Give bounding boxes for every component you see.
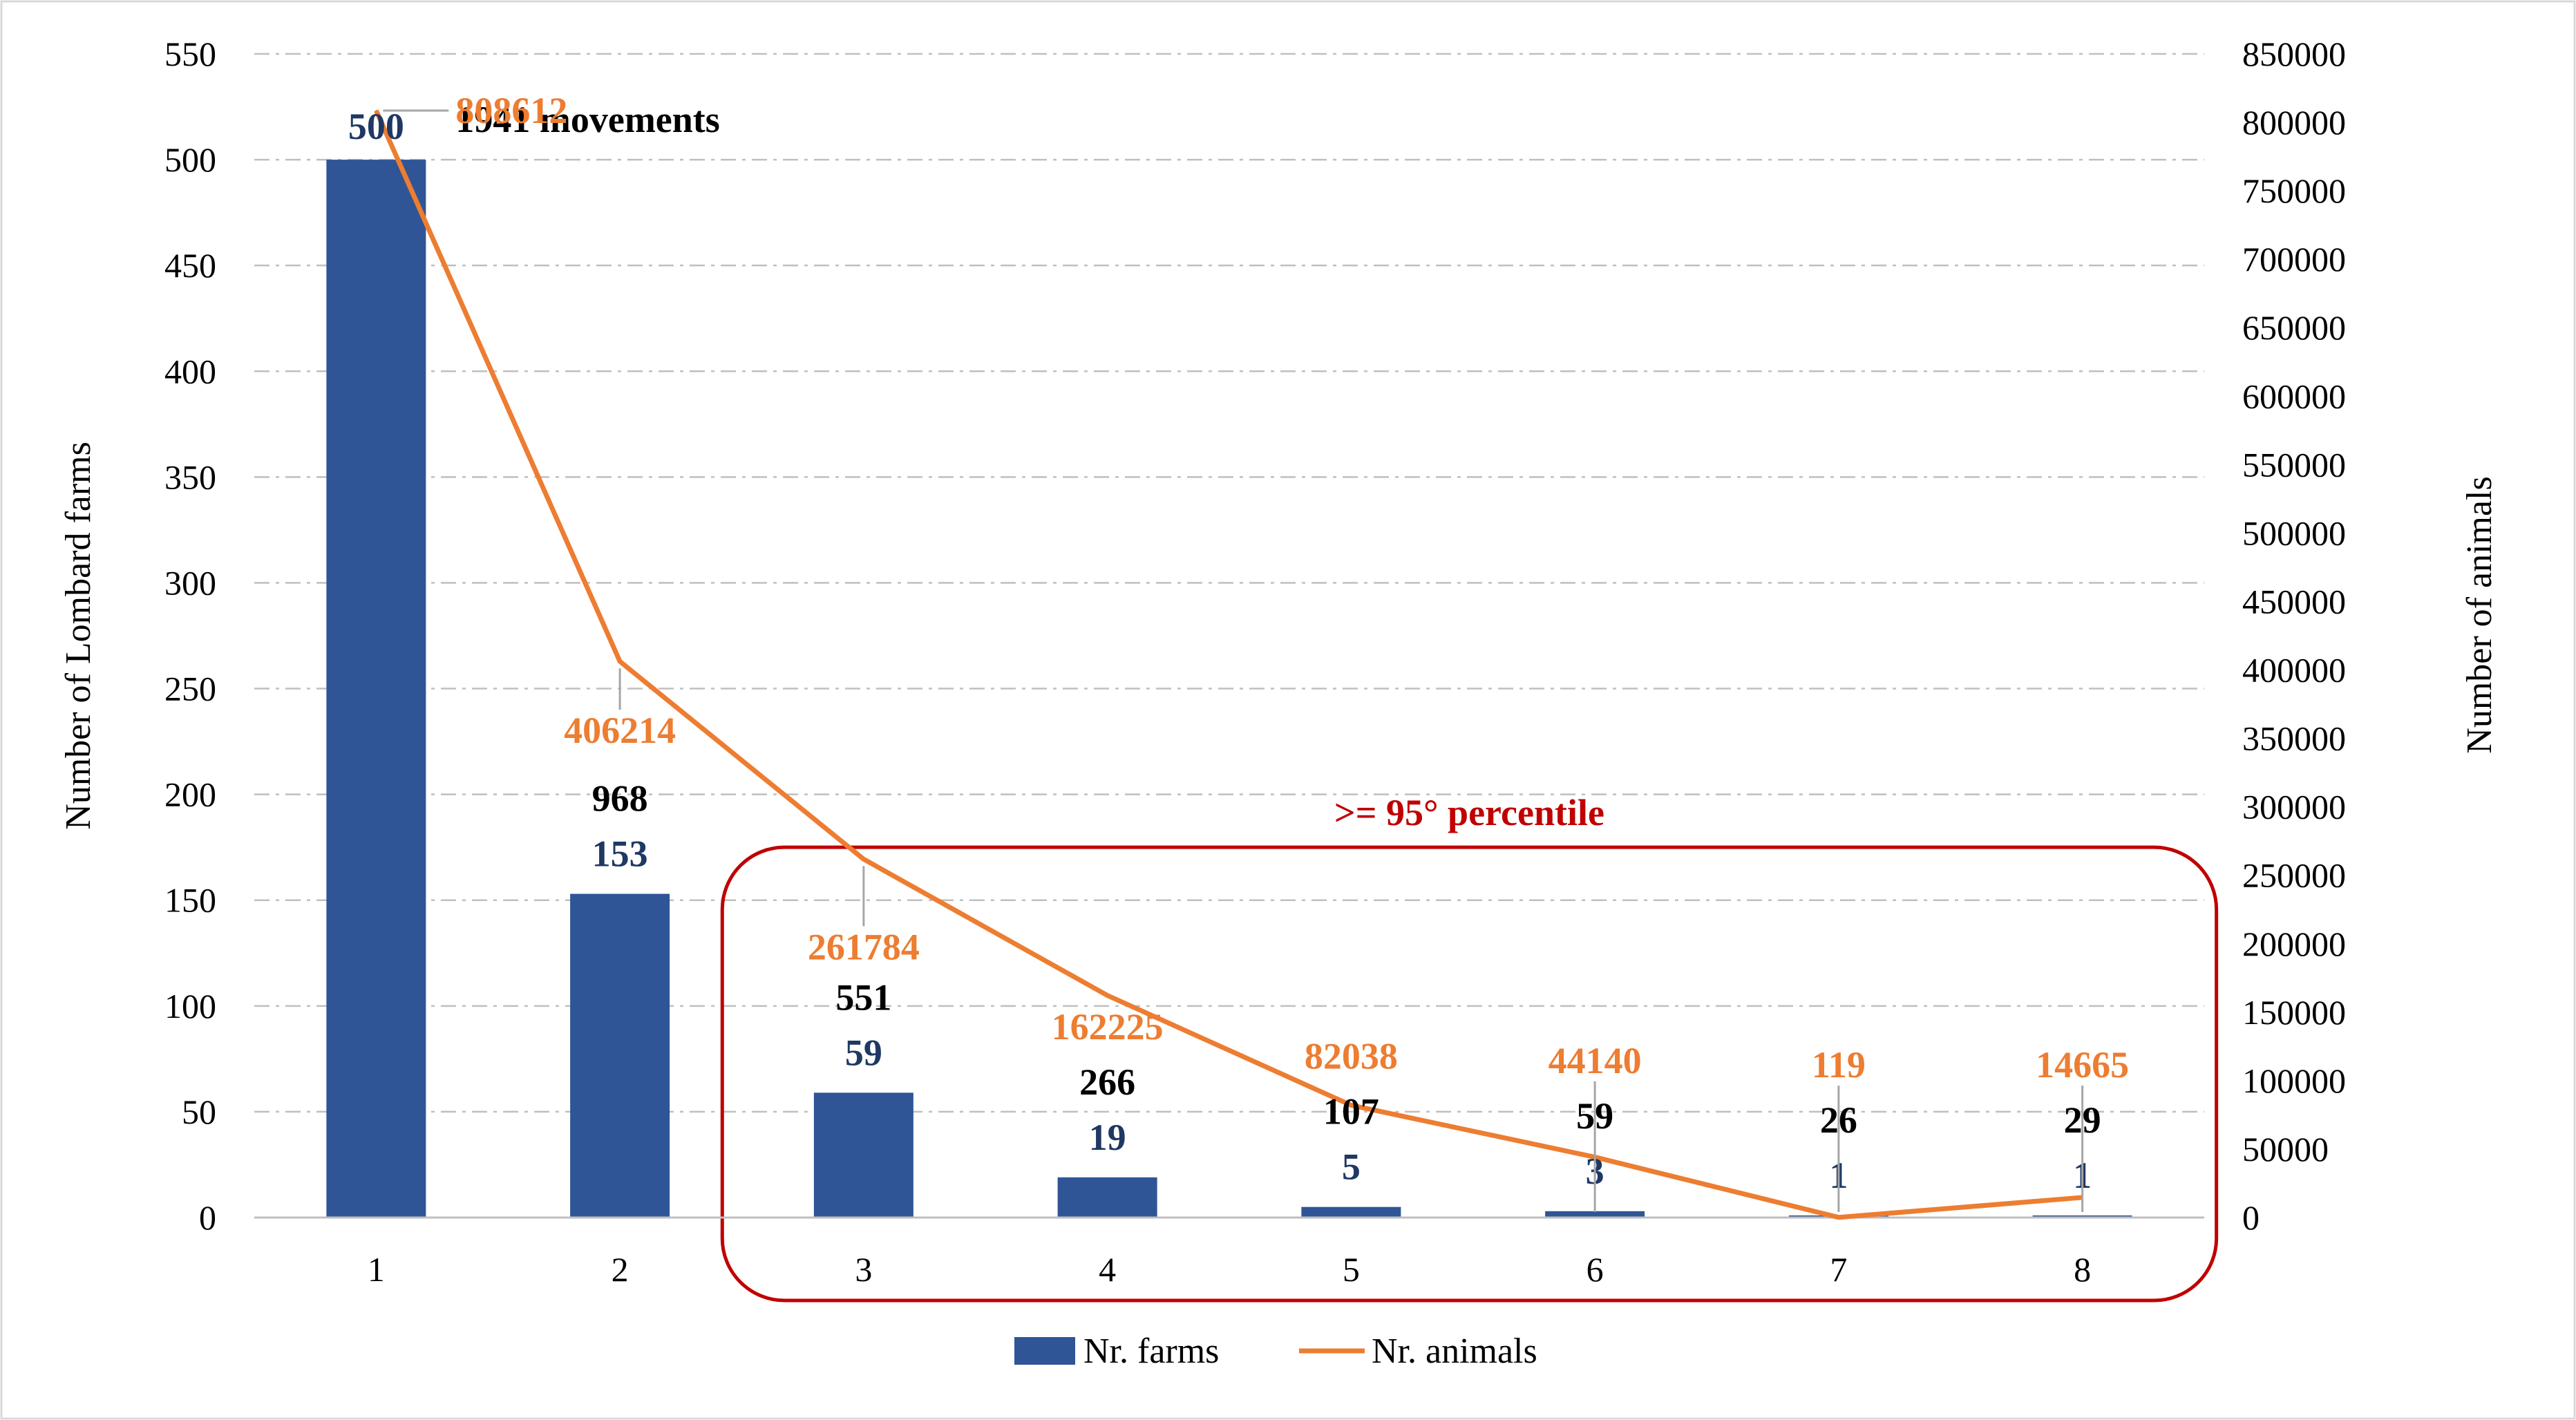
farms-data-label: 59 (845, 1032, 882, 1073)
y2-tick-label: 0 (2242, 1198, 2260, 1237)
y2-tick-label: 100000 (2242, 1061, 2346, 1100)
y2-tick-label: 200000 (2242, 925, 2346, 963)
animals-data-label: 44140 (1549, 1040, 1642, 1081)
x-tick-label: 1 (368, 1250, 385, 1289)
movements-data-label: 107 (1323, 1091, 1379, 1133)
farms-bar (2032, 1215, 2132, 1218)
y2-tick-label: 550000 (2242, 445, 2346, 484)
y2-tick-label: 650000 (2242, 308, 2346, 347)
y-tick-label: 50 (182, 1092, 216, 1131)
farms-bar (1057, 1177, 1157, 1218)
farms-data-label: 500 (348, 106, 404, 147)
farms-bar (813, 1092, 913, 1218)
y2-tick-label: 800000 (2242, 103, 2346, 142)
farms-bar (570, 893, 670, 1218)
y2-tick-label: 700000 (2242, 240, 2346, 278)
legend-label-farms: Nr. farms (1083, 1332, 1219, 1371)
legend: Nr. farms Nr. animals (1014, 1332, 1537, 1371)
percentile-annotation: >= 95° percentile (720, 792, 2219, 1303)
movements-data-label: 551 (835, 976, 891, 1018)
y2-tick-label: 750000 (2242, 171, 2346, 210)
y2-tick-label: 350000 (2242, 719, 2346, 758)
animals-point (1837, 1216, 1839, 1218)
farms-bar (1545, 1211, 1645, 1218)
y2-tick-label: 500000 (2242, 513, 2346, 552)
animals-point (862, 858, 864, 860)
y2-tick-label: 300000 (2242, 788, 2346, 826)
movements-data-label: 968 (592, 778, 648, 820)
x-tick-label: 8 (2074, 1250, 2091, 1289)
animals-data-label: 406214 (564, 710, 676, 751)
y2-tick-label: 850000 (2242, 35, 2346, 73)
animals-line (374, 109, 2083, 1220)
animals-point (619, 661, 621, 663)
y2-tick-label: 50000 (2242, 1130, 2329, 1168)
x-tick-label: 7 (1830, 1250, 1847, 1289)
animals-data-label: 261784 (808, 926, 920, 967)
animals-data-label: 162225 (1052, 1006, 1164, 1048)
farms-bar (1301, 1206, 1401, 1218)
x-tick-label: 5 (1343, 1250, 1360, 1289)
x-tick-label: 2 (612, 1250, 629, 1289)
y-tick-label: 150 (164, 881, 216, 920)
animals-data-label: 82038 (1305, 1036, 1398, 1077)
animals-point (1350, 1104, 1352, 1106)
y-tick-label: 100 (164, 987, 216, 1025)
y-tick-label: 300 (164, 563, 216, 602)
y2-tick-label: 450000 (2242, 582, 2346, 621)
percentile-label: >= 95° percentile (1334, 792, 1604, 833)
animals-data-label: 119 (1812, 1044, 1866, 1086)
legend-swatch-farms (1014, 1337, 1075, 1365)
animals-data-label: 808612 (455, 90, 567, 131)
x-tick-label: 6 (1587, 1250, 1604, 1289)
farms-data-label: 19 (1089, 1117, 1126, 1158)
y-tick-label: 500 (164, 140, 216, 179)
y-tick-label: 550 (164, 35, 216, 73)
y2-tick-label: 400000 (2242, 651, 2346, 690)
percentile-box (720, 845, 2219, 1303)
farms-data-label: 153 (592, 833, 648, 875)
movements-data-label: 1941 movements (455, 99, 719, 140)
animals-point (375, 109, 377, 111)
y2-axis-title: Number of animals (2460, 476, 2499, 753)
y-tick-label: 450 (164, 246, 216, 285)
farms-bar-series (326, 160, 2132, 1218)
movements-data-label: 266 (1079, 1061, 1135, 1103)
animals-point (1106, 994, 1108, 996)
farms-data-label: 5 (1342, 1146, 1361, 1188)
animals-data-label: 14665 (2036, 1044, 2129, 1086)
y-axis-title: Number of Lombard farms (59, 442, 98, 830)
farms-bar (326, 160, 426, 1218)
x-tick-label: 4 (1099, 1250, 1116, 1289)
y2-tick-label: 250000 (2242, 856, 2346, 895)
y-tick-label: 250 (164, 670, 216, 708)
axes: 0501001502002503003504004505005500500001… (59, 35, 2499, 1289)
y-tick-label: 0 (199, 1198, 216, 1237)
y2-tick-label: 600000 (2242, 377, 2346, 415)
y2-tick-label: 150000 (2242, 993, 2346, 1032)
y-tick-label: 200 (164, 775, 216, 814)
x-tick-label: 3 (855, 1250, 872, 1289)
y-tick-label: 400 (164, 352, 216, 390)
y-tick-label: 350 (164, 457, 216, 496)
legend-label-animals: Nr. animals (1372, 1332, 1537, 1371)
